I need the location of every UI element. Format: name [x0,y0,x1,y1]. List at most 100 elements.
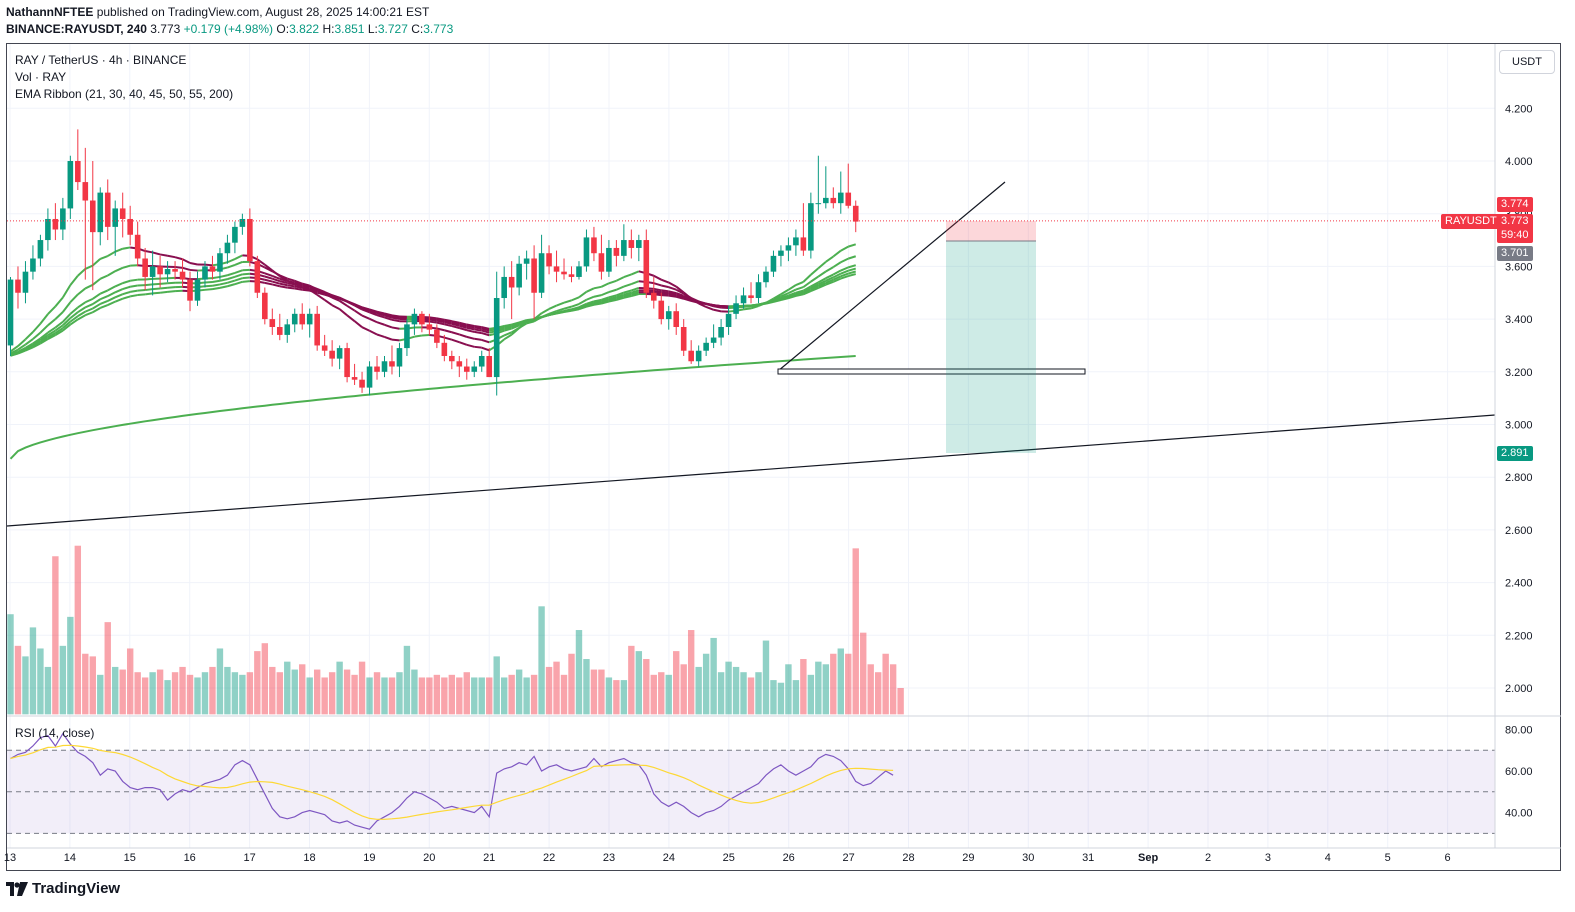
ema-ribbon-line [675,285,685,294]
long-trendline [6,414,1496,527]
legend-volume[interactable]: Vol · RAY [15,70,67,84]
ema-ribbon-line [376,333,385,338]
ema-ribbon-line [503,327,512,332]
candle-body [493,298,500,378]
ema-ribbon-line [481,326,490,330]
ema-ribbon-line [616,291,625,297]
candle-body [508,276,515,288]
stop-loss-zone [946,221,1036,241]
price-tick-label: 2.800 [1505,472,1533,484]
candle-body [598,253,605,272]
volume-bar [800,659,807,715]
ema-ribbon-line [227,271,236,277]
ema-ribbon-line [802,287,812,293]
ema-ribbon-line [130,278,138,282]
ema-ribbon-line [32,322,42,333]
ema-ribbon-line [145,277,153,281]
volume-bar [568,653,575,715]
legend-rsi[interactable]: RSI (14, close) [15,726,95,740]
ema-ribbon-line [608,298,617,303]
candle-body [291,313,298,325]
ema-ribbon-line [847,264,857,269]
legend-title[interactable]: RAY / TetherUS · 4h · BINANCE [15,53,187,67]
ema-ribbon-line [608,288,617,294]
currency-button[interactable]: USDT [1499,50,1555,74]
ema-ribbon-line [444,336,453,341]
volume-bar [186,674,194,715]
candle-body [247,218,253,262]
ema-ribbon-line [39,338,49,345]
ema-ribbon-line [84,297,94,304]
ema-ribbon-line [631,291,640,296]
candle-body [650,292,657,301]
ema-ribbon-line [518,321,528,329]
ema-ribbon-line [92,278,101,286]
volume-bar [538,606,545,715]
ema-ribbon-line [593,285,602,290]
ema-ribbon-line [54,320,64,329]
price-tick-label: 2.200 [1505,630,1533,642]
candle-body [583,237,590,267]
ema-ribbon-line [137,289,146,292]
ema-ribbon-line [615,285,625,291]
ema-ribbon-line [264,275,273,280]
ema-ribbon-line [17,346,26,353]
candle-body [763,271,769,283]
ema-ribbon-line [92,307,101,314]
ema-ribbon-line [24,344,34,350]
volume-bar [710,637,717,715]
tradingview-icon [6,881,28,896]
time-tick-label: 24 [663,852,675,864]
brand-name: TradingView [32,880,121,897]
candle-body [658,300,665,320]
ema-ribbon-line [586,301,595,306]
candle-body [276,327,283,335]
ema-ribbon-line [54,311,64,320]
ema-ribbon-line [675,292,685,297]
price-tick-label: 3.000 [1505,420,1533,432]
candle-body [344,348,350,378]
candle-body [778,250,784,256]
close-value: 3.773 [423,22,454,36]
ema-ribbon-line [578,291,588,299]
ema-ribbon-line [145,292,153,296]
ema-ribbon-line [114,297,124,303]
candle-body [239,218,246,227]
ema-ribbon-line [661,289,669,293]
ema-ribbon-line [817,277,827,284]
ema-ribbon-line [24,331,34,341]
ema-ribbon-line [264,281,273,286]
ema-ribbon-line [279,280,288,284]
volume-bar [605,677,613,715]
ema-ribbon-line [271,269,281,278]
ema-ribbon-line [825,266,834,273]
candle-body [67,161,74,209]
volume-bar [493,656,500,715]
ema-ribbon-line [608,297,617,302]
candle-body [748,295,754,299]
tradingview-logo[interactable]: TradingView [6,880,120,897]
ema-ribbon-line [234,277,243,282]
candle-body [45,218,51,241]
volume-bar [418,677,426,715]
volume-bar [762,640,770,715]
ema-ribbon-line [466,324,475,329]
candle-body [718,327,724,338]
volume-bar [358,661,366,715]
ema-ribbon-line [459,324,468,329]
candle-body [7,279,14,346]
publisher-name[interactable]: NathannNFTEE [6,5,94,19]
volume-bar [523,677,530,715]
ema-ribbon-line [653,274,662,281]
volume-bar [134,672,141,715]
time-tick-label: 23 [603,852,615,864]
ema-ribbon-line [675,288,685,295]
ema-ribbon-line [99,274,109,280]
candle-body [703,342,709,351]
ema-ribbon-line [810,281,819,288]
volume-bar [635,651,643,715]
ema-ribbon-line [122,264,131,269]
volume-bar [740,672,747,715]
legend-ema[interactable]: EMA Ribbon (21, 30, 40, 45, 50, 55, 200) [15,87,234,101]
